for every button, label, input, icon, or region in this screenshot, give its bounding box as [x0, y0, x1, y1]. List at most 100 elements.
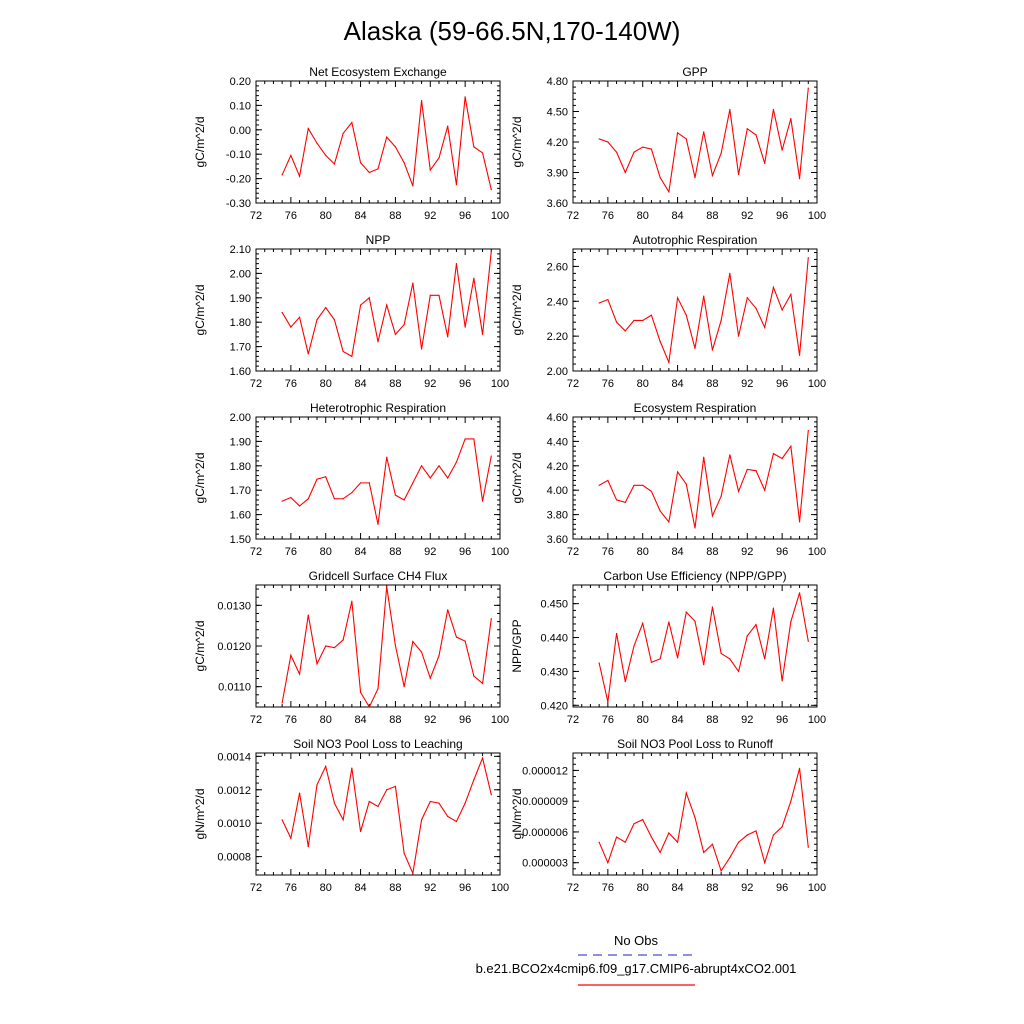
x-tick-label: 96 — [459, 546, 471, 558]
data-point — [685, 483, 687, 485]
data-point — [490, 455, 492, 457]
data-point — [412, 282, 414, 284]
data-point — [447, 609, 449, 611]
data-point — [746, 635, 748, 637]
x-tick-label: 96 — [459, 882, 471, 894]
data-point — [412, 482, 414, 484]
data-point — [342, 350, 344, 353]
x-tick-label: 84 — [671, 882, 683, 894]
data-point — [598, 484, 600, 486]
y-tick-label: 1.70 — [230, 342, 251, 354]
data-point — [781, 680, 783, 682]
data-point — [298, 505, 301, 507]
data-point — [333, 647, 336, 649]
data-point — [281, 174, 283, 176]
x-tick-label: 72 — [250, 714, 262, 726]
series-line — [281, 756, 492, 876]
x-tick-label: 72 — [250, 210, 262, 222]
y-tick-label: 0.0014 — [217, 751, 251, 763]
x-tick-label: 100 — [808, 210, 826, 222]
data-point — [464, 326, 466, 328]
data-point — [676, 471, 679, 473]
y-tick-label: 4.50 — [547, 107, 568, 119]
y-tick-label: 2.60 — [547, 261, 568, 273]
data-point — [386, 304, 388, 306]
data-point — [325, 645, 327, 647]
y-tick-label: 3.60 — [547, 534, 568, 546]
data-point — [316, 784, 318, 786]
data-point — [298, 316, 301, 318]
data-point — [746, 128, 748, 130]
x-tick-label: 92 — [424, 378, 436, 390]
x-tick-label: 88 — [706, 882, 718, 894]
series-line — [598, 257, 809, 365]
data-point — [772, 834, 775, 836]
x-tick-label: 84 — [354, 714, 366, 726]
data-point — [764, 326, 766, 329]
plot-frame — [572, 416, 818, 540]
data-point — [359, 304, 362, 306]
data-point — [403, 686, 405, 688]
data-point — [790, 621, 792, 623]
legend: No Obs b.e21.BCO2x4cmip6.f09_g17.CMIP6-a… — [476, 933, 797, 986]
data-point — [807, 429, 809, 432]
data-point — [281, 311, 283, 314]
data-point — [342, 498, 344, 500]
y-tick-label: 4.00 — [547, 485, 568, 497]
data-point — [737, 335, 740, 337]
data-point — [394, 644, 397, 647]
data-point — [377, 805, 379, 808]
data-point — [333, 802, 336, 804]
y-tick-label: 0.420 — [540, 700, 568, 712]
data-point — [737, 670, 740, 673]
x-tick-label: 88 — [389, 882, 401, 894]
y-tick-label: 3.90 — [547, 168, 568, 180]
y-tick-label: 1.60 — [230, 366, 251, 378]
data-point — [624, 841, 626, 843]
x-tick-label: 76 — [602, 882, 614, 894]
data-point — [307, 614, 309, 616]
x-tick-label: 92 — [424, 210, 436, 222]
y-axis-label: gC/m^2/d — [510, 453, 524, 504]
data-point — [447, 336, 449, 338]
data-point — [368, 706, 370, 708]
y-tick-label: 0.0110 — [218, 682, 251, 694]
data-point — [490, 794, 492, 796]
x-tick-label: 100 — [491, 378, 509, 390]
data-point — [642, 484, 644, 486]
data-point — [394, 333, 397, 335]
data-point — [290, 154, 292, 157]
data-point — [694, 347, 696, 349]
data-point — [772, 453, 775, 455]
legend-model-label: b.e21.BCO2x4cmip6.f09_g17.CMIP6-abrupt4x… — [476, 961, 797, 976]
data-point — [685, 138, 687, 140]
y-tick-label: 4.60 — [547, 412, 568, 424]
data-point — [807, 257, 809, 259]
data-point — [316, 478, 318, 480]
data-point — [386, 586, 388, 588]
plot-frame — [255, 752, 501, 876]
data-point — [650, 836, 653, 838]
data-point — [429, 800, 431, 803]
data-point — [377, 523, 379, 525]
data-point — [659, 658, 661, 660]
y-tick-label: 0.10 — [230, 100, 251, 112]
data-point — [711, 843, 714, 845]
data-point — [650, 661, 653, 663]
data-point — [711, 174, 714, 177]
data-point — [694, 816, 696, 819]
x-tick-label: 72 — [567, 378, 579, 390]
data-point — [598, 662, 600, 664]
x-tick-label: 76 — [285, 210, 297, 222]
data-point — [386, 136, 388, 138]
data-point — [668, 361, 670, 363]
x-tick-label: 88 — [706, 210, 718, 222]
data-point — [694, 527, 696, 529]
legend-obs-label: No Obs — [614, 933, 659, 948]
y-tick-label: 1.60 — [230, 510, 251, 522]
data-point — [481, 757, 484, 759]
data-point — [420, 465, 423, 467]
x-tick-label: 92 — [424, 546, 436, 558]
data-point — [490, 618, 492, 620]
data-point — [333, 319, 336, 321]
